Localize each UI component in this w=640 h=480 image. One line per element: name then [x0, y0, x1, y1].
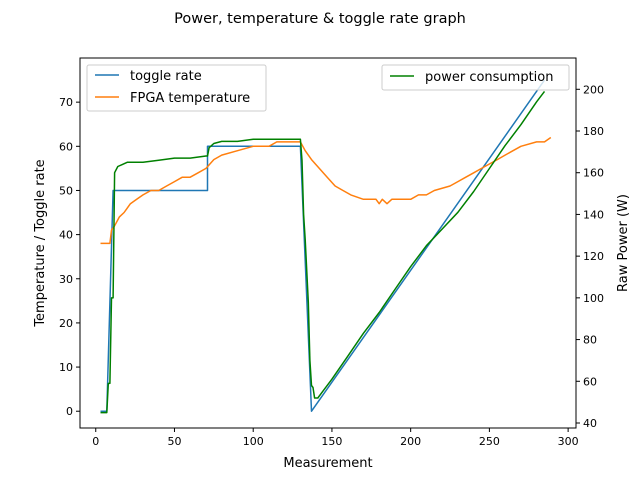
legend-left-box — [86, 64, 267, 112]
x-tick-label: 100 — [243, 435, 264, 448]
left-y-tick-label: 20 — [59, 317, 73, 330]
x-tick-label: 0 — [92, 435, 99, 448]
series-line-power-consumption — [100, 90, 546, 414]
left-y-tick-label: 0 — [66, 405, 73, 418]
right-y-tick-label: 80 — [583, 334, 597, 347]
legend-right: power consumption — [381, 64, 570, 91]
legend-label-fpga-temperature: FPGA temperature — [130, 91, 250, 106]
right-y-tick-label: 40 — [583, 417, 597, 430]
legend-label-power-consumption: power consumption — [425, 70, 553, 85]
left-y-tick-label: 10 — [59, 361, 73, 374]
right-y-tick-label: 100 — [583, 292, 604, 305]
left-axis-ticks: 0 10 20 30 40 50 60 70 — [59, 96, 80, 418]
right-y-tick-label: 200 — [583, 83, 604, 96]
series-line-toggle-rate — [100, 79, 546, 412]
right-y-tick-label: 160 — [583, 167, 604, 180]
left-axis-label: Temperature / Toggle rate — [33, 159, 48, 327]
x-tick-label: 50 — [167, 435, 181, 448]
left-y-tick-label: 40 — [59, 229, 73, 242]
left-y-tick-label: 60 — [59, 140, 73, 153]
series-line-fpga-temperature — [100, 136, 552, 245]
right-y-tick-label: 180 — [583, 125, 604, 138]
chart-title: Power, temperature & toggle rate graph — [174, 11, 466, 27]
series-layer — [100, 79, 552, 414]
right-y-tick-label: 120 — [583, 250, 604, 263]
right-y-tick-label: 60 — [583, 375, 597, 388]
x-tick-label: 150 — [321, 435, 342, 448]
right-axis-ticks: 40 60 80 100 120 140 160 180 200 — [576, 83, 604, 430]
legend-label-toggle-rate: toggle rate — [130, 69, 202, 84]
plot-frame — [79, 57, 577, 429]
x-axis-ticks: 0 50 100 150 200 250 300 — [92, 428, 579, 448]
left-y-tick-label: 50 — [59, 184, 73, 197]
x-tick-label: 300 — [558, 435, 579, 448]
x-tick-label: 250 — [479, 435, 500, 448]
legend-left: toggle rate FPGA temperature — [86, 64, 267, 112]
x-tick-label: 200 — [400, 435, 421, 448]
legend-right-box — [381, 64, 570, 91]
left-y-tick-label: 70 — [59, 96, 73, 109]
right-y-tick-label: 140 — [583, 208, 604, 221]
right-axis-label: Raw Power (W) — [616, 194, 631, 292]
x-axis-label: Measurement — [283, 456, 372, 471]
left-y-tick-label: 30 — [59, 273, 73, 286]
